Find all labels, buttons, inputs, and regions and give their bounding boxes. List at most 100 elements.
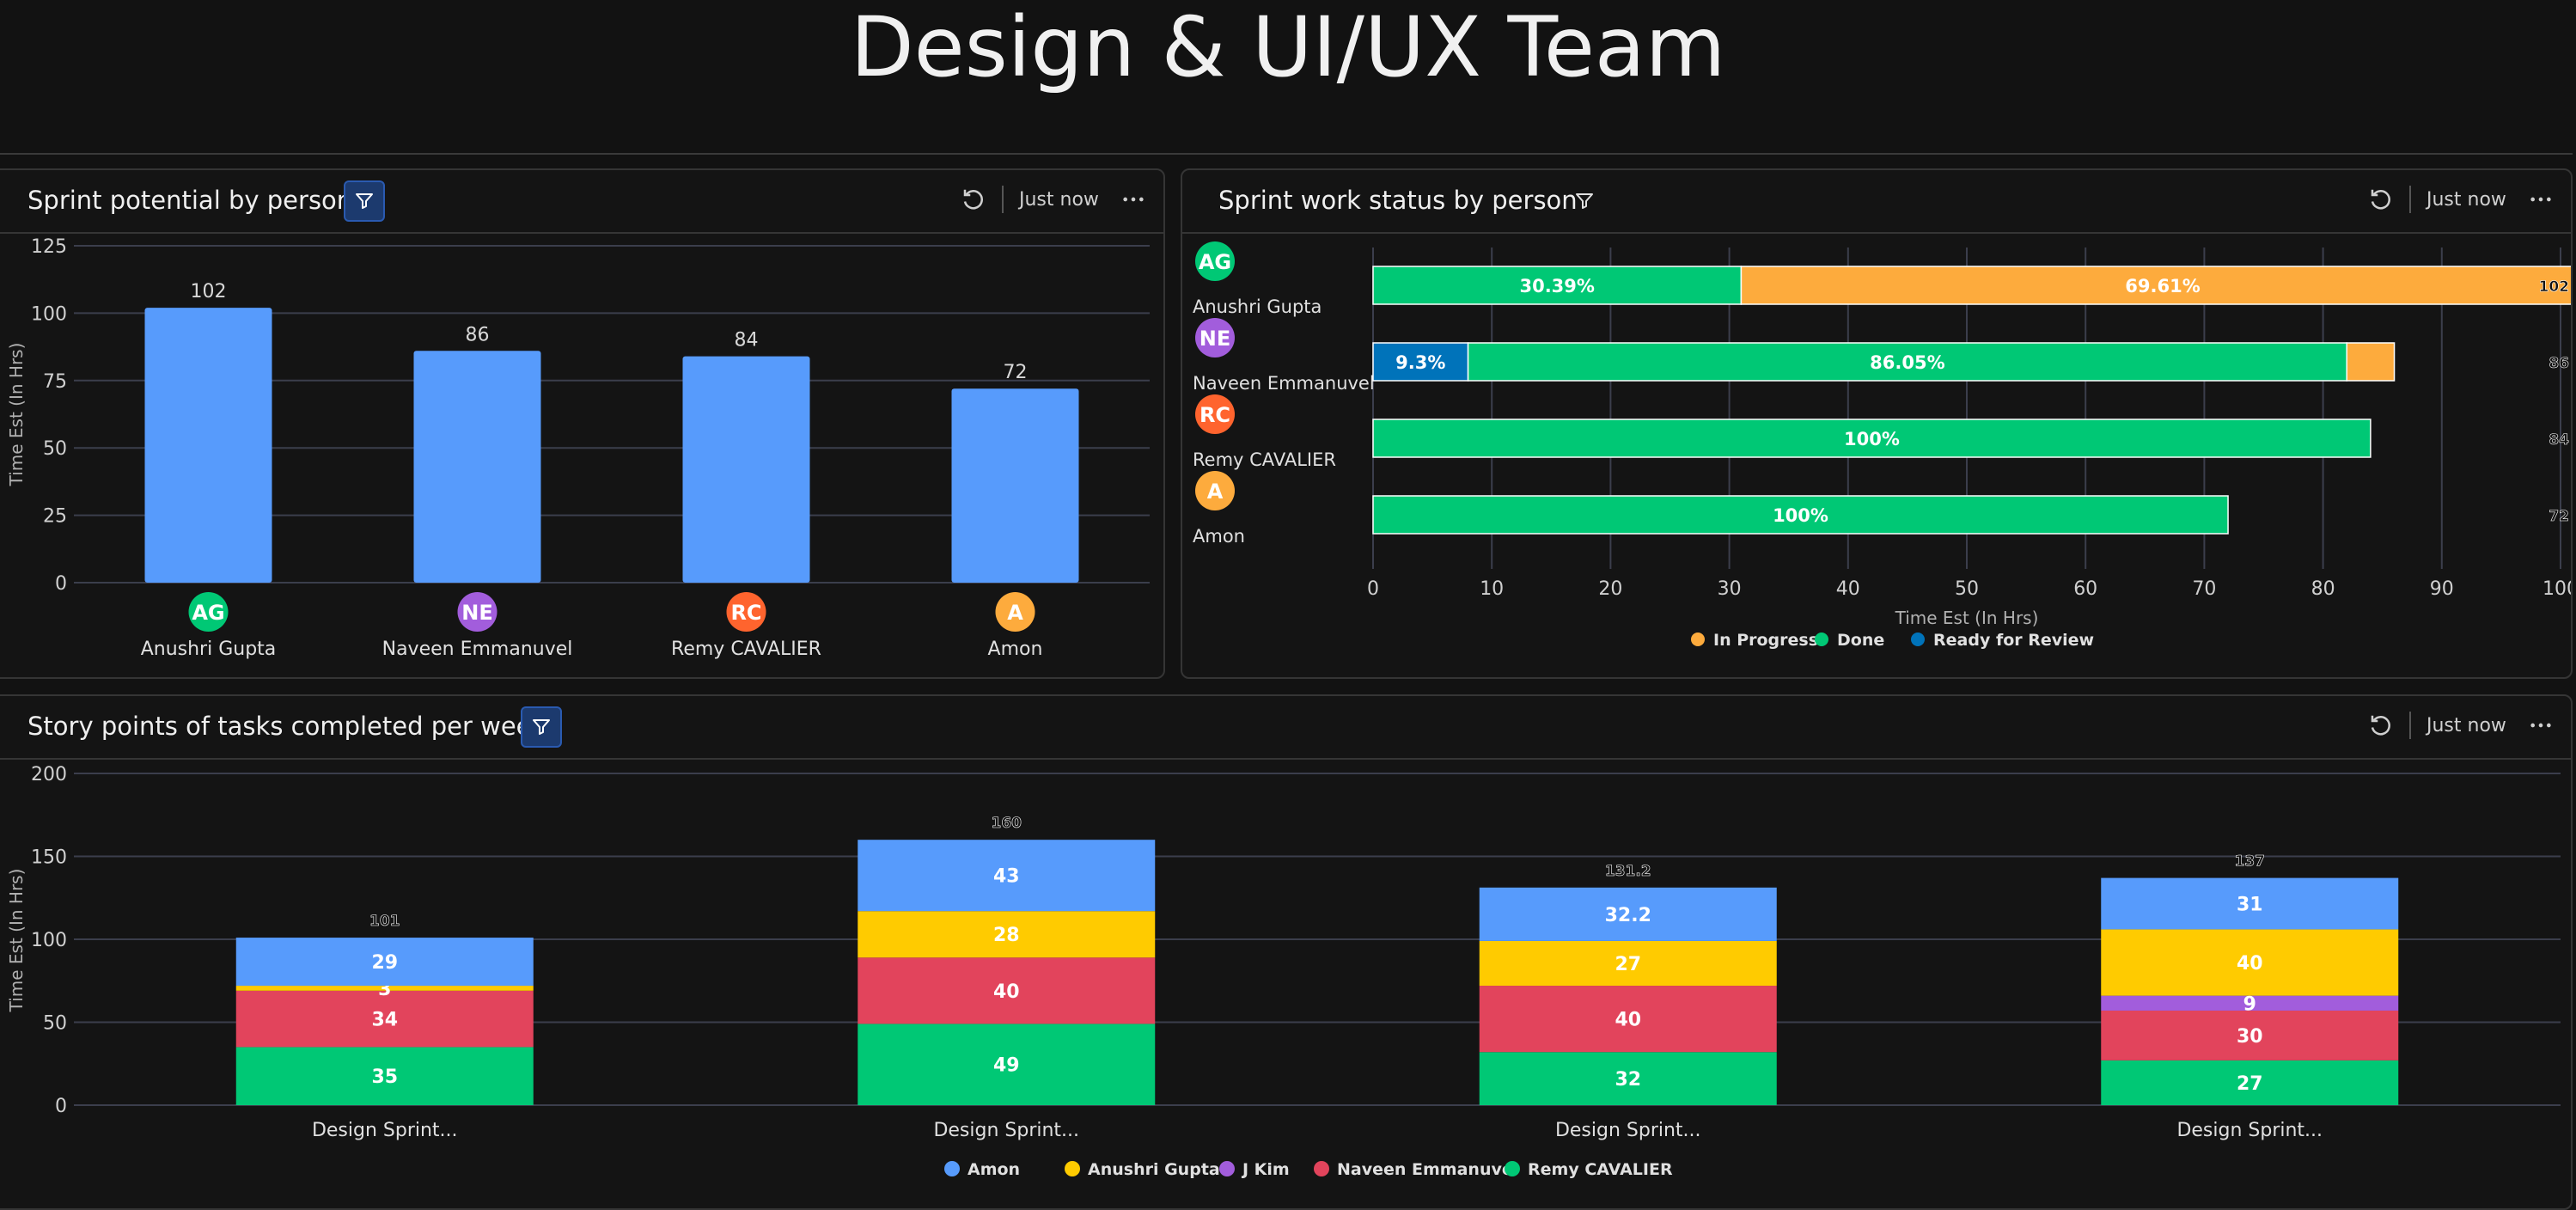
x-axis-avatar bbox=[995, 592, 1035, 632]
bar-segment bbox=[1372, 495, 2229, 535]
x-tick-label: Naveen Emmanuvel bbox=[382, 639, 573, 660]
x-tick-label: Design Sprint... bbox=[1555, 1120, 1701, 1141]
bar-segment bbox=[235, 990, 534, 1048]
bar-segment bbox=[2101, 877, 2399, 930]
x-tick-label: 90 bbox=[2430, 578, 2454, 600]
refresh-icon[interactable] bbox=[961, 186, 986, 212]
row-avatar-initials: RC bbox=[1199, 403, 1230, 427]
total-label: 137 bbox=[2235, 853, 2266, 871]
segment-label: 100% bbox=[1773, 505, 1828, 526]
segment-label: 35 bbox=[371, 1066, 398, 1088]
bar-segment bbox=[1372, 342, 1469, 382]
legend-label: Amon bbox=[968, 1160, 1020, 1179]
x-tick-label: Design Sprint... bbox=[933, 1120, 1079, 1141]
total-label: 86 bbox=[2549, 355, 2569, 372]
x-tick-label: 50 bbox=[1955, 578, 1979, 600]
segment-label: 69.61% bbox=[2125, 276, 2200, 296]
segment-label: 100% bbox=[1844, 429, 1900, 449]
story-points-chart: 0 50 100 150 200 Time Est (In Hrs) 35 34 32 9 101 D… bbox=[6, 764, 2561, 1179]
bar bbox=[682, 356, 810, 583]
x-axis-label: Time Est (In Hrs) bbox=[1895, 608, 2039, 628]
segment-label: 40 bbox=[1615, 1010, 1641, 1031]
y-tick-label: 0 bbox=[55, 573, 67, 595]
total-label: 102 bbox=[2539, 278, 2570, 296]
segment-label: 9.3% bbox=[1395, 352, 1445, 373]
legend-marker bbox=[1219, 1161, 1235, 1176]
data-label: 102 bbox=[191, 281, 227, 302]
total-label: 160 bbox=[992, 815, 1022, 832]
segment-label: 40 bbox=[2237, 953, 2263, 975]
bar-segment bbox=[2346, 342, 2396, 382]
title-divider bbox=[0, 153, 2573, 155]
row-avatar bbox=[1195, 241, 1235, 281]
bar-segment bbox=[858, 911, 1156, 958]
row-label: Naveen Emmanuvel bbox=[1193, 373, 1375, 394]
bar bbox=[413, 351, 541, 583]
x-tick-label: Design Sprint... bbox=[312, 1120, 458, 1141]
segment-label: 32.2 bbox=[1605, 905, 1651, 926]
legend-label: Done bbox=[1837, 631, 1884, 650]
refresh-icon[interactable] bbox=[2368, 186, 2394, 212]
filter-icon bbox=[356, 193, 373, 209]
data-label: 86 bbox=[466, 324, 490, 345]
y-tick-label: 0 bbox=[55, 1096, 67, 1117]
row-label: Anushri Gupta bbox=[1193, 296, 1322, 317]
x-tick-label: 40 bbox=[1836, 578, 1860, 600]
sprint-potential-filter-button[interactable] bbox=[344, 180, 385, 222]
row-avatar bbox=[1195, 318, 1235, 358]
x-tick-label: 0 bbox=[1367, 578, 1379, 600]
more-dots-icon[interactable] bbox=[2529, 187, 2553, 211]
x-tick-label: 30 bbox=[1718, 578, 1742, 600]
x-tick-label: 10 bbox=[1480, 578, 1504, 600]
bar-segment bbox=[858, 840, 1156, 912]
segment-label: 27 bbox=[1615, 954, 1641, 975]
page-title: Design & UI/UX Team bbox=[850, 0, 1726, 95]
x-axis-avatar bbox=[726, 592, 766, 632]
segment-label: 9 bbox=[2243, 993, 2256, 1015]
y-tick-label: 100 bbox=[31, 303, 67, 325]
x-tick-label: Amon bbox=[988, 639, 1043, 660]
more-dots-icon[interactable] bbox=[1121, 187, 1145, 211]
x-axis-avatar bbox=[188, 592, 229, 632]
x-axis-avatar-initials: NE bbox=[461, 601, 492, 625]
bar-segment bbox=[235, 986, 534, 991]
bar bbox=[951, 388, 1079, 583]
segment-label: 30 bbox=[2237, 1026, 2263, 1048]
y-axis-label: Time Est (In Hrs) bbox=[6, 343, 27, 487]
x-tick-label: 100 bbox=[2542, 578, 2571, 600]
bar-segment bbox=[2101, 929, 2399, 996]
legend-marker bbox=[1505, 1161, 1520, 1176]
sprint-work-status-chart: 0 10 20 30 40 50 60 70 80 90 100 Time Est (In Hrs) A… bbox=[1193, 241, 2571, 650]
data-label: 72 bbox=[1004, 362, 1028, 383]
x-tick-label: 60 bbox=[2073, 578, 2097, 600]
bar-segment bbox=[1372, 419, 2372, 458]
x-tick-label: 80 bbox=[2311, 578, 2335, 600]
segment-label: 49 bbox=[993, 1055, 1020, 1077]
x-tick-label: Design Sprint... bbox=[2176, 1120, 2323, 1141]
segment-label: 28 bbox=[993, 925, 1020, 946]
total-label: 101 bbox=[369, 913, 400, 930]
segment-label: 34 bbox=[371, 1010, 398, 1031]
refresh-icon[interactable] bbox=[2368, 712, 2394, 738]
sprint-work-status-filter-button[interactable] bbox=[1564, 180, 1605, 222]
story-points-filter-button[interactable] bbox=[521, 706, 562, 748]
story-points-header-actions: Just now bbox=[2368, 712, 2553, 739]
segment-label: 29 bbox=[371, 952, 398, 974]
more-dots-icon[interactable] bbox=[2529, 713, 2553, 737]
row-avatar bbox=[1195, 471, 1235, 510]
bar-segment bbox=[1479, 940, 1777, 987]
x-tick-label: Remy CAVALIER bbox=[671, 639, 821, 660]
legend-marker bbox=[1911, 632, 1925, 646]
filter-icon bbox=[533, 719, 550, 735]
story-points-title: Story points of tasks completed per week bbox=[27, 712, 546, 741]
segment-label: 43 bbox=[993, 866, 1020, 888]
bar-segment bbox=[858, 1024, 1156, 1105]
y-tick-label: 50 bbox=[43, 438, 67, 460]
segment-label: 31 bbox=[2237, 895, 2263, 916]
sprint-potential-title: Sprint potential by person bbox=[27, 186, 353, 215]
header-separator bbox=[2409, 186, 2411, 213]
row-avatar-initials: AG bbox=[1199, 250, 1231, 274]
bar-segment bbox=[2101, 1060, 2399, 1105]
legend-marker bbox=[1065, 1161, 1080, 1176]
total-label: 84 bbox=[2549, 431, 2569, 449]
